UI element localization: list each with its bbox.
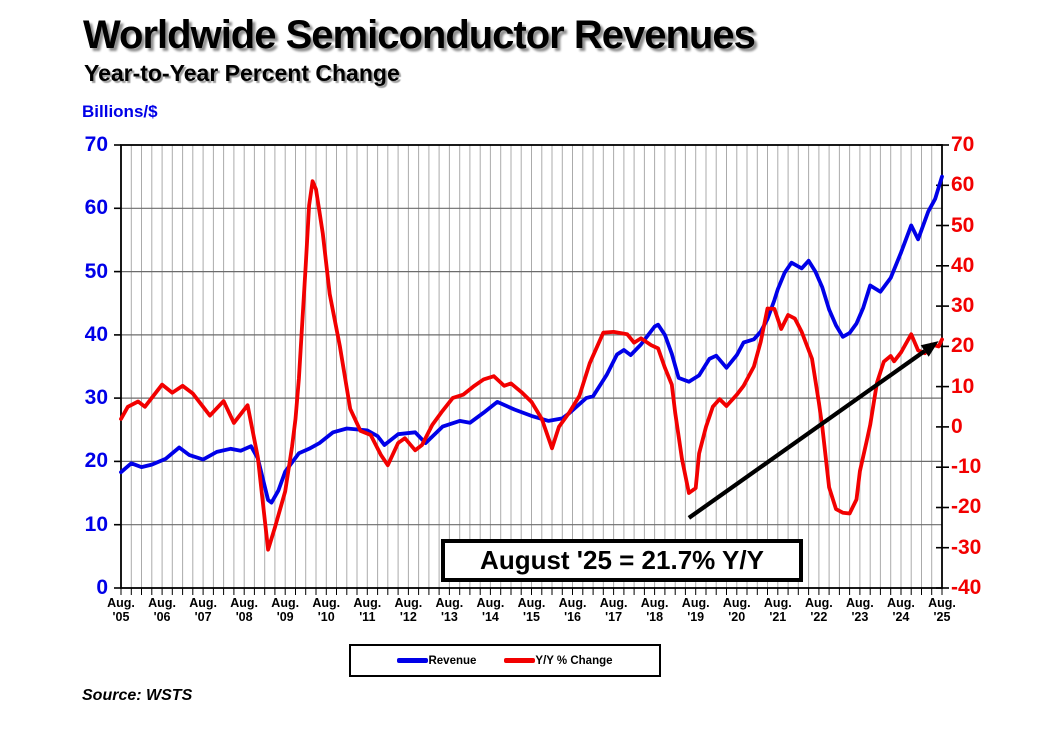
legend-label-yoy: Y/Y % Change bbox=[535, 654, 613, 667]
right-axis-tick-label: -10 bbox=[951, 455, 982, 479]
x-axis-tick-label: Aug. '09 bbox=[271, 596, 300, 624]
legend-item-yoy: Y/Y % Change bbox=[504, 654, 613, 667]
right-axis-tick-label: 70 bbox=[951, 133, 975, 156]
legend-item-revenue: Revenue bbox=[397, 655, 476, 667]
right-axis-tick-label: 50 bbox=[951, 213, 975, 237]
x-axis-tick-label: Aug. '08 bbox=[230, 596, 259, 624]
left-axis-tick-label: 20 bbox=[84, 449, 108, 473]
x-axis-tick-label: Aug. '16 bbox=[558, 596, 587, 624]
source-note: Source: WSTS bbox=[82, 687, 193, 704]
left-axis-tick-label: 40 bbox=[84, 322, 108, 346]
yoy-line-swatch bbox=[504, 658, 536, 663]
x-axis-tick-label: Aug. '24 bbox=[887, 596, 915, 624]
gridlines bbox=[121, 145, 942, 588]
revenue-line-swatch bbox=[397, 658, 429, 663]
x-axis-tick-label: Aug. '19 bbox=[681, 596, 710, 624]
x-axis-tick-label: Aug. '11 bbox=[353, 596, 382, 624]
right-axis-tick-label: 0 bbox=[951, 414, 963, 438]
x-axis-tick-label: Aug. '12 bbox=[394, 596, 423, 624]
right-axis-labels: 70 60 50 40 30 20 10 0 -10 -20 -30 -40 bbox=[951, 0, 1011, 741]
trend-arrow-head bbox=[920, 341, 939, 357]
trend-arrow bbox=[687, 349, 926, 520]
right-axis-tick-label: -30 bbox=[951, 535, 982, 559]
x-axis-tick-label: Aug. '21 bbox=[763, 596, 792, 624]
x-axis-tick-label: Aug. '20 bbox=[722, 596, 751, 624]
right-axis-tick-label: 30 bbox=[951, 294, 975, 318]
right-axis-tick-label: 60 bbox=[951, 173, 975, 197]
right-axis-tick-label: 10 bbox=[951, 374, 975, 398]
x-axis-tick-label: Aug. '15 bbox=[517, 596, 546, 624]
page-subtitle: Year-to-Year Percent Change bbox=[84, 60, 400, 86]
left-axis-tick-label: 60 bbox=[84, 196, 108, 220]
x-axis-tick-label: Aug. '13 bbox=[435, 596, 464, 624]
x-axis-tick-label: Aug. '25 bbox=[928, 596, 956, 624]
callout-box: August '25 = 21.7% Y/Y bbox=[441, 539, 803, 582]
right-axis-tick-label: 20 bbox=[951, 334, 975, 358]
x-axis-tick-label: Aug. '05 bbox=[107, 596, 135, 624]
left-axis-tick-label: 30 bbox=[84, 386, 108, 410]
x-axis-tick-label: Aug. '07 bbox=[189, 596, 217, 624]
x-axis-labels: Aug. '05 Aug. '06 Aug. '07 Aug. '08 Aug. '09 Aug. '… bbox=[0, 596, 1053, 630]
left-axis-tick-label: 10 bbox=[84, 512, 108, 536]
x-axis-tick-label: Aug. '14 bbox=[476, 596, 505, 624]
left-axis-tick-label: 70 bbox=[84, 133, 108, 156]
x-axis-tick-label: Aug. '17 bbox=[599, 596, 628, 624]
x-axis-tick-label: Aug. '22 bbox=[804, 596, 833, 624]
left-axis-labels: 70 60 50 40 30 20 10 0 bbox=[40, 0, 108, 741]
left-axis-tick-label: 0 bbox=[96, 576, 108, 599]
legend: Revenue Y/Y % Change bbox=[349, 644, 661, 677]
legend-label-revenue: Revenue bbox=[428, 654, 477, 667]
x-axis-tick-label: Aug. '10 bbox=[312, 596, 341, 624]
x-axis-tick-label: Aug. '23 bbox=[846, 596, 874, 624]
revenue-line bbox=[119, 174, 944, 505]
right-axis-tick-label: -20 bbox=[951, 495, 982, 519]
yoy-change-line bbox=[119, 179, 944, 552]
right-axis-tick-label: 40 bbox=[951, 253, 975, 277]
x-axis-tick-label: Aug. '06 bbox=[148, 596, 176, 624]
x-axis-tick-label: Aug. '18 bbox=[640, 596, 669, 624]
callout-text: August '25 = 21.7% Y/Y bbox=[480, 545, 764, 575]
right-axis-tick-label: -40 bbox=[951, 576, 982, 599]
left-axis-tick-label: 50 bbox=[84, 259, 108, 283]
left-axis-title: Billions/$ bbox=[82, 102, 158, 121]
page-title: Worldwide Semiconductor Revenues bbox=[83, 13, 756, 57]
